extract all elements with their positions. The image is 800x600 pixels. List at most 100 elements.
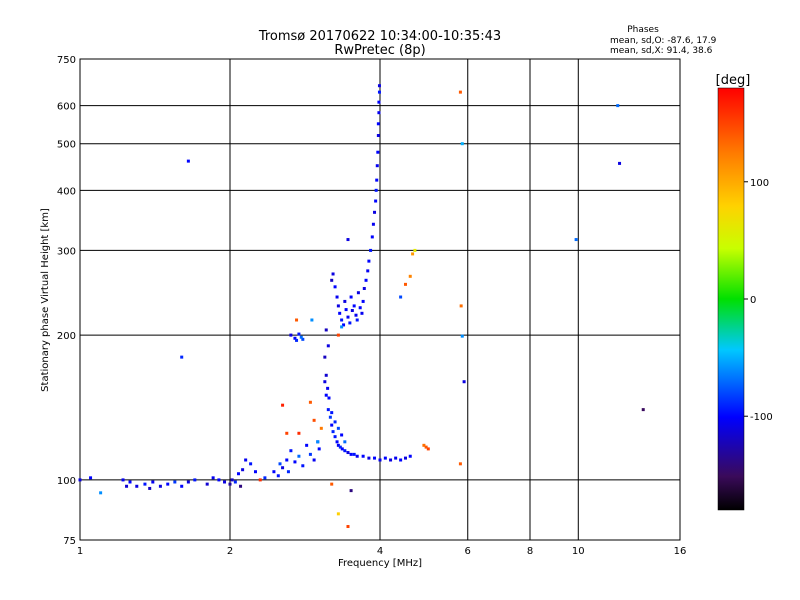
data-point xyxy=(342,323,346,327)
data-point xyxy=(373,210,377,214)
x-tick-label: 16 xyxy=(674,546,687,557)
data-point xyxy=(403,282,407,286)
data-point xyxy=(301,464,305,468)
data-point xyxy=(324,393,328,397)
data-point xyxy=(330,411,334,415)
data-point xyxy=(285,431,289,435)
data-point xyxy=(394,456,398,460)
data-point xyxy=(324,373,328,377)
data-point xyxy=(375,164,379,168)
data-point xyxy=(355,454,359,458)
data-point xyxy=(349,295,353,299)
data-point xyxy=(180,484,184,488)
data-point xyxy=(297,454,301,458)
data-point xyxy=(236,472,240,476)
data-point xyxy=(377,84,381,88)
chart-title: Tromsø 20170622 10:34:00-10:35:43 xyxy=(258,29,501,44)
data-point xyxy=(343,299,347,303)
chart-subtitle: RwPretec (8p) xyxy=(334,43,425,58)
data-point xyxy=(186,480,190,484)
data-point xyxy=(352,452,356,456)
data-point xyxy=(323,380,327,384)
data-point xyxy=(349,452,353,456)
x-tick-label: 1 xyxy=(77,546,83,557)
data-point xyxy=(616,104,620,108)
data-point xyxy=(361,299,365,303)
y-tick-label: 300 xyxy=(57,246,76,257)
data-point xyxy=(641,408,645,412)
data-point xyxy=(336,333,340,337)
data-point xyxy=(323,355,327,359)
data-point xyxy=(426,447,430,451)
data-point xyxy=(375,178,379,182)
data-point xyxy=(205,482,209,486)
data-point xyxy=(374,188,378,192)
data-point xyxy=(373,456,377,460)
data-point xyxy=(364,278,368,282)
data-point xyxy=(338,311,342,315)
data-point xyxy=(462,380,466,384)
data-point xyxy=(135,484,139,488)
data-point xyxy=(333,285,337,289)
data-point xyxy=(293,460,297,464)
x-tick-label: 8 xyxy=(527,546,533,557)
data-point xyxy=(369,248,373,252)
colorbar xyxy=(717,87,745,511)
plot-frame xyxy=(79,58,681,541)
data-point xyxy=(297,431,301,435)
data-point xyxy=(285,458,289,462)
data-point xyxy=(312,458,316,462)
data-point xyxy=(348,321,352,325)
data-point xyxy=(317,447,321,451)
y-tick-label: 600 xyxy=(57,102,76,113)
data-point xyxy=(346,451,350,455)
data-point xyxy=(346,315,350,319)
data-point xyxy=(289,333,293,337)
data-point xyxy=(272,470,276,474)
data-point xyxy=(241,468,245,472)
data-point xyxy=(371,222,375,226)
data-point xyxy=(459,304,463,308)
data-point xyxy=(331,430,335,434)
data-point xyxy=(458,90,462,94)
data-point xyxy=(308,452,312,456)
data-point xyxy=(336,304,340,308)
data-point xyxy=(249,462,253,466)
data-point xyxy=(366,269,370,273)
colorbar-tick-label: 0 xyxy=(750,295,756,306)
data-point xyxy=(377,90,381,94)
data-point xyxy=(356,291,360,295)
data-point xyxy=(89,476,93,480)
data-point xyxy=(333,420,337,424)
data-point xyxy=(228,482,232,486)
data-point xyxy=(411,252,415,256)
data-point xyxy=(574,238,578,242)
data-point xyxy=(358,306,362,310)
data-point xyxy=(244,458,248,462)
grid-lines xyxy=(80,59,680,540)
data-point xyxy=(408,274,412,278)
data-point xyxy=(180,355,184,359)
data-point xyxy=(330,278,334,282)
data-point xyxy=(352,304,356,308)
data-point xyxy=(125,484,129,488)
data-point xyxy=(343,440,347,444)
data-point xyxy=(367,259,371,263)
data-point xyxy=(99,491,103,495)
data-point xyxy=(335,295,339,299)
data-point xyxy=(328,415,332,419)
data-point xyxy=(354,313,358,317)
data-point xyxy=(299,335,303,339)
data-point xyxy=(343,449,347,453)
data-point xyxy=(324,328,328,332)
data-point xyxy=(186,159,190,163)
y-tick-label: 200 xyxy=(57,331,76,342)
data-point xyxy=(143,482,147,486)
data-point xyxy=(377,111,381,115)
data-point xyxy=(374,199,378,203)
y-tick-label: 400 xyxy=(57,186,76,197)
data-point xyxy=(326,408,330,412)
y-tick-label: 100 xyxy=(57,476,76,487)
data-point xyxy=(424,445,428,449)
